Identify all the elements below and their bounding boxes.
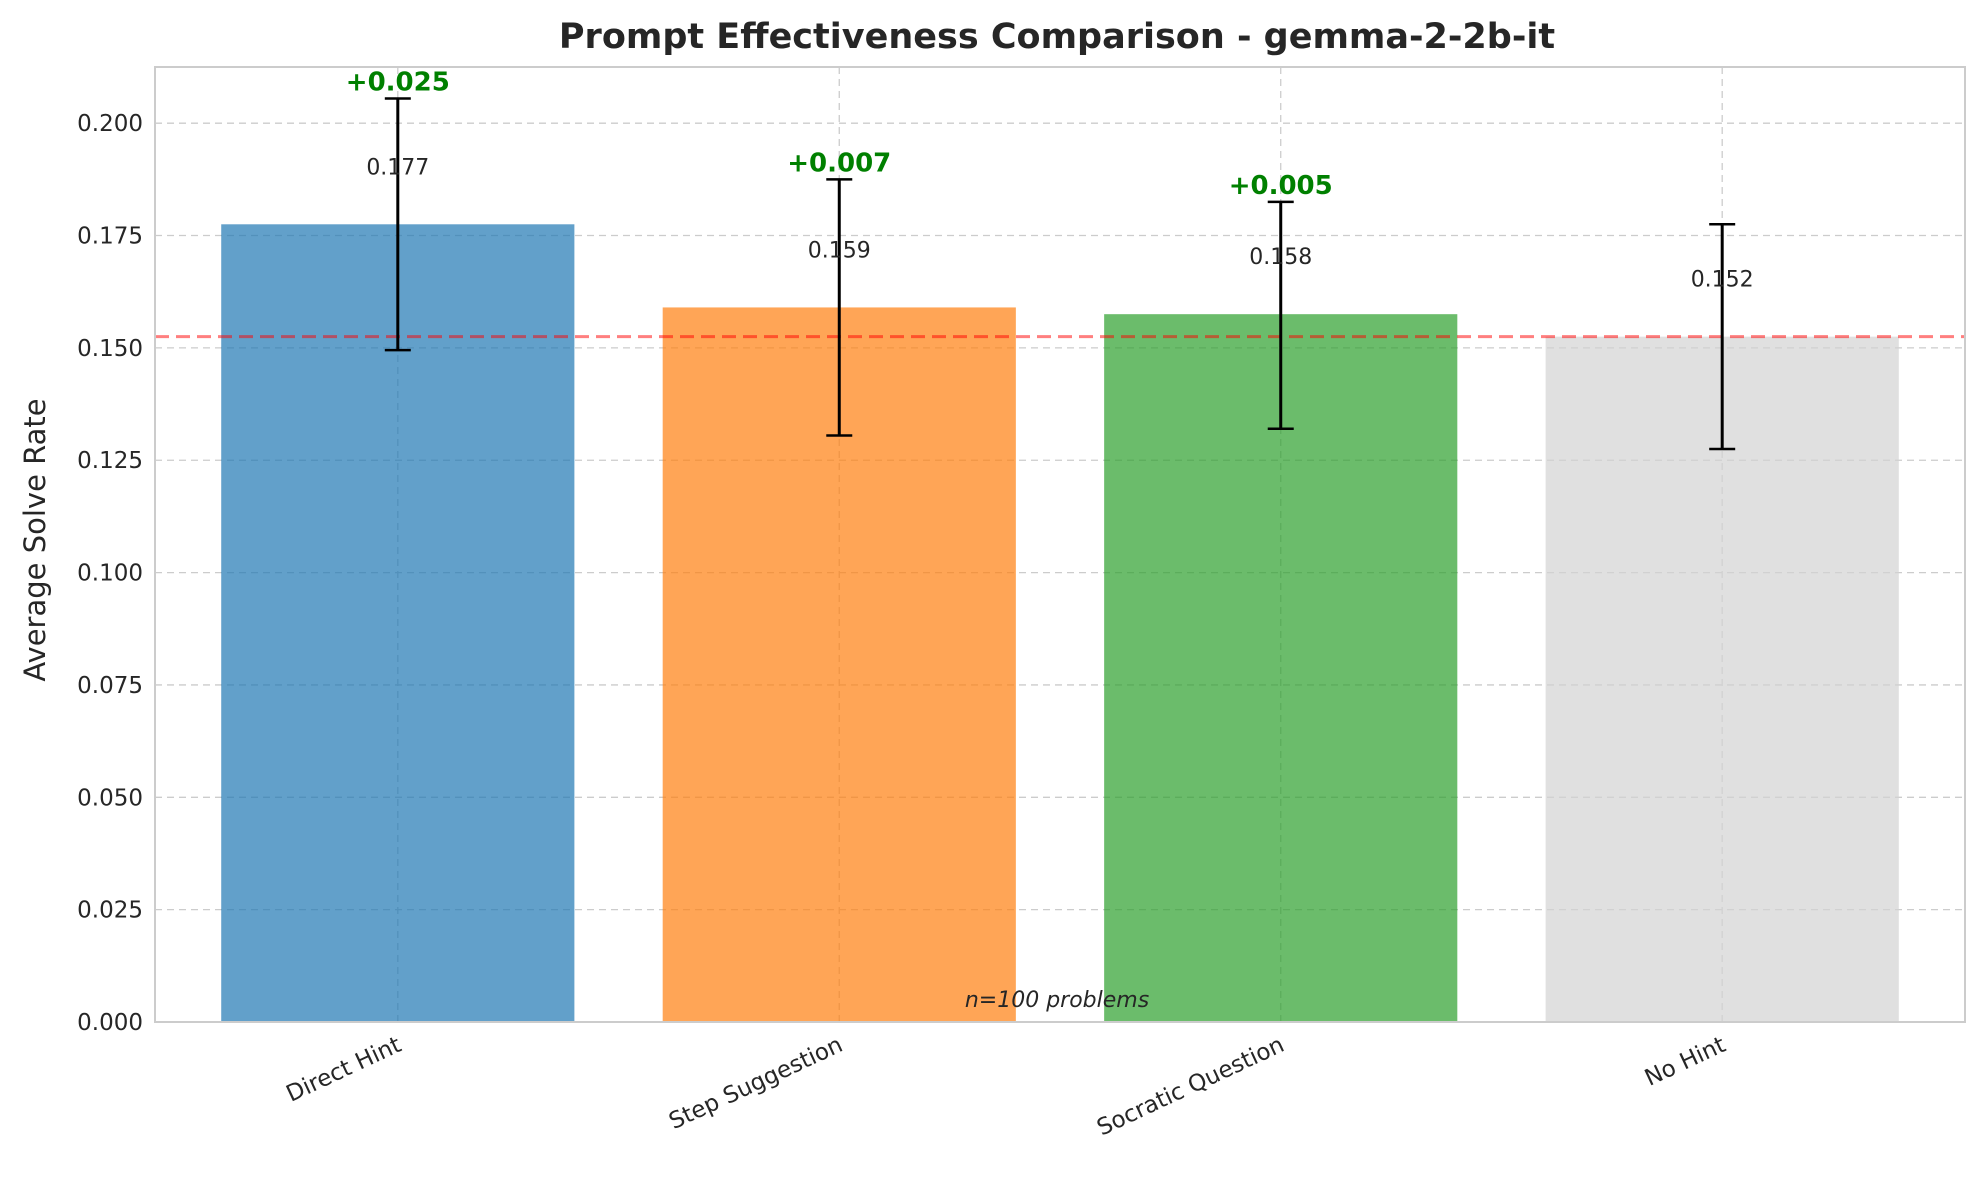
chart-title: Prompt Effectiveness Comparison - gemma-… <box>559 17 1555 57</box>
value-label: 0.152 <box>1691 268 1754 293</box>
x-tick-label: Direct Hint <box>282 1032 405 1108</box>
plot-frame <box>154 66 1966 1023</box>
y-tick-label: 0.150 <box>77 336 143 362</box>
y-tick-label: 0.125 <box>77 448 143 474</box>
sample-size-note: n=100 problems <box>965 988 1149 1013</box>
delta-label: +0.025 <box>346 67 450 97</box>
y-tick-label: 0.100 <box>77 561 143 587</box>
value-label: 0.177 <box>366 155 429 180</box>
errorbar-layer <box>384 97 1736 451</box>
y-axis-label: Average Solve Rate <box>18 398 52 681</box>
bar-socratic-question <box>1104 314 1458 1022</box>
delta-label: +0.007 <box>787 148 891 178</box>
bar-direct-hint <box>221 224 575 1022</box>
bar-no-hint <box>1545 336 1899 1022</box>
x-tick-label: Step Suggestion <box>665 1032 847 1135</box>
y-tick-label: 0.025 <box>77 898 143 924</box>
y-tick-label: 0.050 <box>77 785 143 811</box>
y-tick-label: 0.075 <box>77 673 143 699</box>
y-tick-label: 0.175 <box>77 224 143 250</box>
x-tick-label: No Hint <box>1641 1032 1730 1092</box>
value-label: 0.158 <box>1249 245 1312 270</box>
value-label: 0.159 <box>808 238 871 263</box>
bars-layer <box>221 224 1899 1022</box>
delta-label: +0.005 <box>1229 171 1333 201</box>
labels-layer: 0.177 +0.025 0.159 +0.007 0.158 +0.005 0.152 <box>346 67 1754 292</box>
y-tick-label: 0.200 <box>77 111 143 137</box>
x-tick-label: Socratic Question <box>1093 1032 1288 1141</box>
y-tick-label: 0.000 <box>77 1010 143 1036</box>
